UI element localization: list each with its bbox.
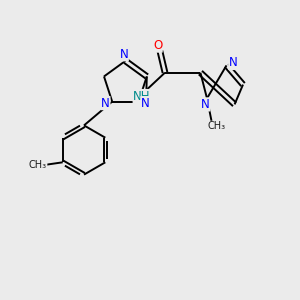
- Text: N: N: [141, 97, 150, 110]
- Text: N: N: [101, 97, 110, 110]
- Text: N: N: [119, 48, 128, 61]
- Text: NH: NH: [133, 89, 151, 103]
- Text: N: N: [201, 98, 210, 111]
- Text: CH₃: CH₃: [208, 121, 226, 131]
- Text: N: N: [229, 56, 238, 70]
- Text: O: O: [153, 39, 162, 52]
- Text: CH₃: CH₃: [29, 160, 47, 170]
